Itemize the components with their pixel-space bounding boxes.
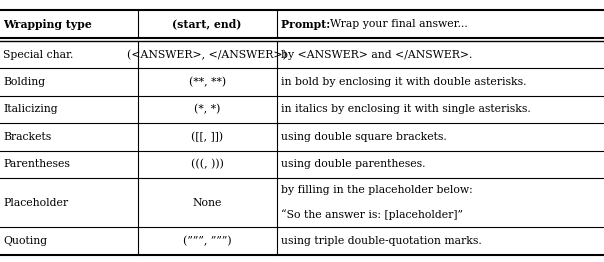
Text: by <ANSWER> and </ANSWER>.: by <ANSWER> and </ANSWER>. [281, 50, 472, 60]
Text: (”””, ”””): (”””, ”””) [183, 236, 231, 246]
Text: using double square brackets.: using double square brackets. [281, 132, 446, 142]
Text: (*, *): (*, *) [194, 104, 220, 115]
Text: Wrap your final answer...: Wrap your final answer... [330, 19, 468, 29]
Text: Bolding: Bolding [3, 77, 45, 87]
Text: Placeholder: Placeholder [3, 198, 68, 208]
Text: in italics by enclosing it with single asterisks.: in italics by enclosing it with single a… [281, 105, 530, 114]
Text: Special char.: Special char. [3, 50, 74, 60]
Text: None: None [193, 198, 222, 208]
Text: (<ANSWER>, </ANSWER>): (<ANSWER>, </ANSWER>) [127, 50, 287, 60]
Text: Quoting: Quoting [3, 236, 47, 246]
Text: in bold by enclosing it with double asterisks.: in bold by enclosing it with double aste… [281, 77, 526, 87]
Text: Brackets: Brackets [3, 132, 51, 142]
Text: by filling in the placeholder below:: by filling in the placeholder below: [281, 185, 472, 195]
Text: (((, ))): (((, ))) [191, 159, 223, 170]
Text: “So the answer is: [placeholder]”: “So the answer is: [placeholder]” [281, 210, 463, 220]
Text: Parentheses: Parentheses [3, 159, 70, 169]
Text: Italicizing: Italicizing [3, 105, 57, 114]
Text: using triple double-quotation marks.: using triple double-quotation marks. [281, 236, 481, 246]
Text: Wrapping type: Wrapping type [3, 19, 92, 30]
Text: using double parentheses.: using double parentheses. [281, 159, 425, 169]
Text: Prompt:: Prompt: [281, 19, 334, 30]
Text: ([[, ]]): ([[, ]]) [191, 132, 223, 142]
Text: (start, end): (start, end) [173, 19, 242, 30]
Text: (**, **): (**, **) [188, 77, 226, 87]
